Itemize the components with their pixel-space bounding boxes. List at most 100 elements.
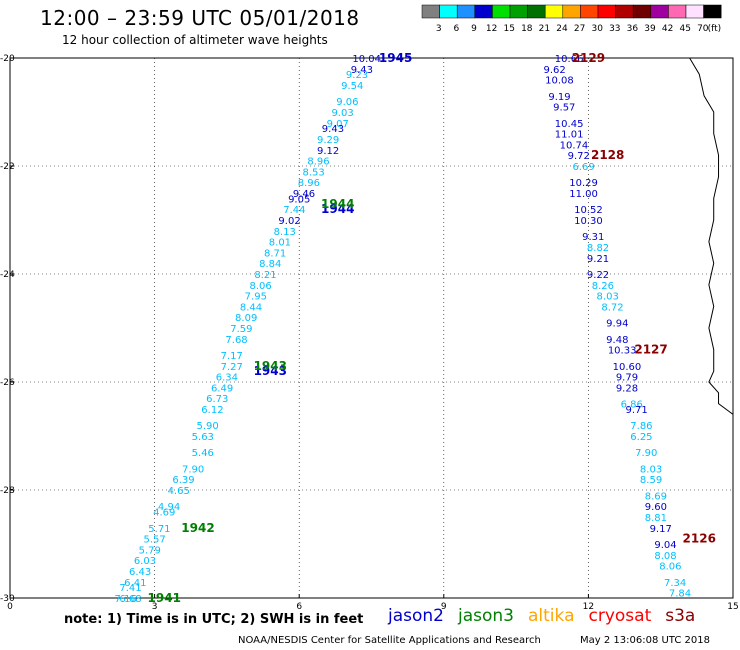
wave-height-value: 9.62: [544, 65, 566, 76]
scale-label: 30: [591, 24, 603, 34]
time-label: 1945: [379, 51, 412, 65]
scale-label: (ft): [708, 24, 722, 34]
wave-height-value: 8.59: [640, 475, 662, 486]
scale-label: 27: [574, 24, 585, 34]
wave-height-value: 9.31: [582, 232, 604, 243]
satellite-legend: jason2 jason3 altika cryosat s3a: [388, 606, 709, 626]
wave-height-value: 9.72: [568, 151, 590, 162]
wave-height-value: 9.02: [278, 216, 300, 227]
x-tick-label: 6: [296, 602, 302, 610]
wave-height-value: 5.63: [192, 432, 214, 443]
time-label: 1943: [254, 359, 287, 373]
wave-height-value: 6.34: [216, 373, 238, 384]
wave-height-value: 8.69: [645, 491, 667, 502]
wave-height-value: 9.71: [625, 405, 647, 416]
wave-height-value: 7.68: [225, 335, 247, 346]
credit-text: NOAA/NESDIS Center for Satellite Applica…: [238, 635, 541, 646]
scale-swatch: [703, 4, 722, 19]
scale-label: 12: [486, 24, 497, 34]
wave-height-value: 8.03: [640, 464, 662, 475]
wave-height-value: 6.03: [134, 556, 156, 567]
scale-label: 24: [556, 24, 568, 34]
wave-height-value: 9.06: [336, 97, 358, 108]
wave-height-value: 10.52: [574, 205, 603, 216]
wave-height-value: 11.00: [569, 189, 598, 200]
time-label: 2129: [572, 51, 605, 65]
wave-height-value: 10.74: [560, 140, 589, 151]
time-label: 2127: [634, 343, 667, 357]
wave-height-chart: 0 3 6 9 12 15 -20 -22 -24 -26 -28 -30 10.669.6210.08…: [0, 51, 739, 610]
wave-height-value: 6.43: [129, 567, 151, 578]
satellite-legend-jason2: jason2: [388, 606, 444, 626]
satellite-legend-cryosat: cryosat: [588, 606, 652, 626]
scale-label: 6: [454, 24, 460, 34]
wave-height-value: 6.39: [172, 475, 194, 486]
wave-height-value: 6.12: [201, 405, 223, 416]
wave-height-value: 8.03: [597, 292, 619, 303]
wave-height-value: 8.72: [601, 302, 623, 313]
wave-height-value: 8.71: [264, 248, 286, 259]
wave-height-value: 9.57: [553, 103, 575, 114]
y-tick-label: -24: [0, 270, 15, 280]
scale-label: 21: [539, 24, 550, 34]
x-tick-label: 3: [152, 602, 158, 610]
wave-height-value: 8.06: [659, 562, 681, 573]
wave-height-value: 9.12: [317, 146, 339, 157]
scale-label: 39: [644, 24, 656, 34]
wave-height-value: 9.17: [650, 524, 672, 535]
wave-height-value: 7.86: [630, 421, 652, 432]
wave-height-value: 5.79: [139, 545, 161, 556]
scale-label: 70: [697, 24, 709, 34]
wave-height-value: 5.57: [143, 535, 165, 546]
wave-height-value: 10.66: [555, 54, 584, 65]
wave-height-value: 9.05: [288, 194, 310, 205]
wave-height-value: 8.53: [303, 167, 325, 178]
satellite-legend-altika: altika: [528, 606, 575, 626]
satellite-legend-jason3: jason3: [458, 606, 514, 626]
wave-height-value: 9.22: [587, 270, 609, 281]
wave-height-value: 9.46: [293, 189, 315, 200]
x-tick-label: 0: [7, 602, 13, 610]
wave-height-value: 7.17: [221, 351, 243, 362]
wave-height-value: 7.90: [182, 464, 204, 475]
wave-height-value: 6.68: [119, 594, 141, 605]
page-title: 12:00 – 23:59 UTC 05/01/2018: [40, 6, 360, 30]
wave-height-value: 8.82: [587, 243, 609, 254]
x-tick-label: 12: [583, 602, 594, 610]
wave-height-value: 9.60: [645, 502, 667, 513]
wave-height-value: 8.96: [307, 157, 329, 168]
wave-height-value: 9.54: [341, 81, 363, 92]
wave-height-value: 7.34: [664, 578, 686, 589]
wave-height-value: 6.73: [206, 394, 228, 405]
coastline: [689, 57, 734, 415]
wave-height-value: 8.21: [254, 270, 276, 281]
credit-date: May 2 13:06:08 UTC 2018: [580, 635, 710, 646]
wave-height-value: 8.84: [259, 259, 281, 270]
wave-height-value: 8.08: [654, 551, 676, 562]
wave-height-value: 9.48: [606, 335, 628, 346]
wave-height-value: 5.46: [192, 448, 214, 459]
page-subtitle: 12 hour collection of altimeter wave hei…: [62, 33, 328, 47]
scale-label: 33: [609, 24, 620, 34]
wave-height-value: 7.44: [283, 205, 305, 216]
wave-height-value: 9.03: [331, 108, 353, 119]
wave-height-value: 9.07: [327, 119, 349, 130]
y-tick-label: -30: [0, 594, 15, 604]
wave-height-value: 7.95: [245, 292, 267, 303]
wave-height-value: 4.65: [168, 486, 190, 497]
y-tick-label: -28: [0, 486, 15, 496]
scale-label: 18: [521, 24, 533, 34]
wave-height-value: 10.45: [555, 119, 584, 130]
wave-height-value: 6.25: [630, 432, 652, 443]
scale-label: 45: [679, 24, 690, 34]
wave-height-value: 4.69: [153, 508, 175, 519]
footer-note: note: 1) Time is in UTC; 2) SWH is in fe…: [64, 612, 364, 627]
x-tick-label: 15: [727, 602, 738, 610]
wave-height-value: 9.19: [548, 92, 570, 103]
wave-height-value: 6.86: [621, 400, 643, 411]
wave-height-value: 9.79: [616, 373, 638, 384]
wave-height-value: 8.06: [250, 281, 272, 292]
wave-height-value: 6.41: [124, 578, 146, 589]
wave-height-value: 10.08: [545, 76, 574, 87]
wave-height-value: 5.90: [196, 421, 218, 432]
